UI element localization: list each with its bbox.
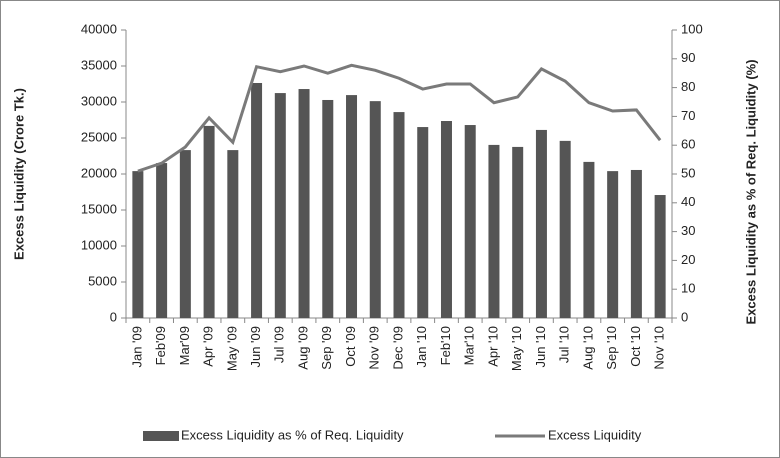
bar — [417, 127, 429, 318]
x-tick-label: Jun '09 — [248, 326, 263, 368]
bar — [630, 169, 642, 318]
x-tick-label: Mar'09 — [177, 326, 192, 365]
x-tick-label: Jun '10 — [533, 326, 548, 368]
x-tick-label: Sep '10 — [604, 326, 619, 370]
bar — [132, 171, 144, 318]
x-tick-label: Jul '10 — [557, 326, 572, 363]
bar — [464, 125, 476, 318]
x-tick-label: Sep '09 — [319, 326, 334, 370]
x-tick-label: Apr '09 — [201, 326, 216, 367]
bar — [322, 99, 334, 318]
x-tick-label: May '09 — [224, 326, 239, 371]
bar — [251, 82, 263, 318]
bar — [559, 140, 571, 318]
y2-tick-label: 90 — [681, 50, 695, 65]
y-tick-label: 40000 — [81, 21, 117, 36]
x-tick-label: Jan '10 — [414, 326, 429, 368]
legend-label: Excess Liquidity — [548, 427, 642, 442]
y2-tick-label: 80 — [681, 79, 695, 94]
legend-label: Excess Liquidity as % of Req. Liquidity — [181, 427, 404, 442]
y2-tick-label: 10 — [681, 281, 695, 296]
y-tick-label: 5000 — [88, 273, 117, 288]
y-tick-label: 35000 — [81, 57, 117, 72]
y2-tick-label: 0 — [681, 309, 688, 324]
bar — [654, 195, 666, 318]
line — [137, 63, 662, 173]
y-tick-label: 20000 — [81, 165, 117, 180]
y2-tick-label: 20 — [681, 252, 695, 267]
x-tick-label: Nov '09 — [367, 326, 382, 370]
bar — [274, 93, 286, 319]
y2-tick-label: 60 — [681, 137, 695, 152]
x-tick-label: Mar'10 — [462, 326, 477, 365]
y-axis-title: Excess Liquidity (Crore Tk.) — [11, 88, 26, 260]
bar — [583, 161, 595, 318]
bar — [179, 150, 191, 318]
x-tick-label: Feb'09 — [153, 326, 168, 365]
bar — [203, 125, 215, 319]
y2-tick-label: 100 — [681, 21, 703, 36]
x-tick-label: Jul '09 — [272, 326, 287, 363]
y2-tick-label: 30 — [681, 223, 695, 238]
bar — [535, 129, 547, 318]
bar — [369, 101, 381, 318]
x-tick-label: Nov '10 — [652, 326, 667, 370]
y-tick-label: 30000 — [81, 93, 117, 108]
y2-tick-label: 70 — [681, 108, 695, 123]
x-tick-label: Jan '09 — [129, 326, 144, 368]
x-tick-label: Oct '10 — [628, 326, 643, 367]
bar — [156, 163, 168, 318]
y2-tick-label: 50 — [681, 165, 695, 180]
bar — [607, 171, 619, 318]
x-tick-label: Oct '09 — [343, 326, 358, 367]
bar — [512, 146, 524, 318]
legend-swatch — [143, 431, 179, 441]
bar — [227, 150, 239, 318]
bar — [440, 121, 452, 319]
y2-axis-title: Excess Liquidity as % of Req. Liquidity … — [743, 59, 758, 324]
x-tick-label: Apr '10 — [485, 326, 500, 367]
x-tick-label: Feb'10 — [438, 326, 453, 365]
y-tick-label: 25000 — [81, 129, 117, 144]
y-tick-label: 0 — [110, 309, 117, 324]
y2-tick-label: 40 — [681, 194, 695, 209]
x-tick-label: Aug '10 — [580, 326, 595, 370]
y-tick-label: 10000 — [81, 237, 117, 252]
x-tick-label: May '10 — [509, 326, 524, 371]
x-tick-label: Dec '09 — [390, 326, 405, 370]
bar — [393, 112, 405, 318]
bar — [298, 89, 310, 318]
x-tick-label: Aug '09 — [295, 326, 310, 370]
bar — [488, 144, 500, 318]
y-tick-label: 15000 — [81, 201, 117, 216]
bar — [346, 95, 358, 318]
